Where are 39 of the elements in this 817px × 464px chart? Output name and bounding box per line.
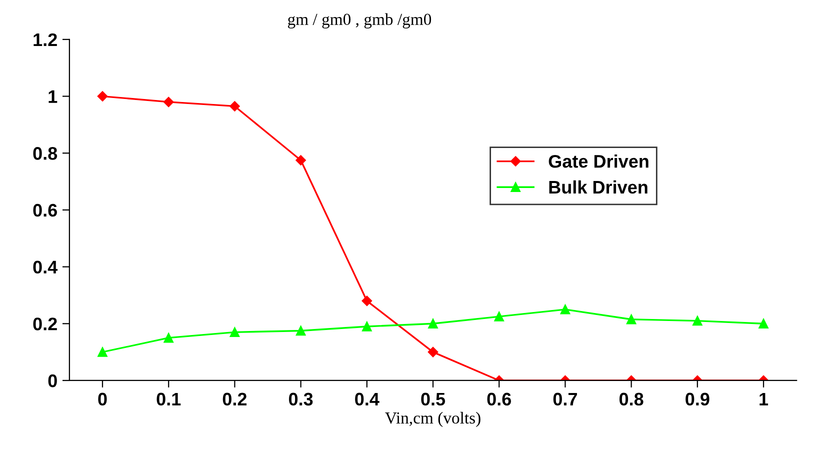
- x-tick-label: 0: [98, 392, 107, 406]
- point: [428, 346, 438, 358]
- y-tick-label: 0.4: [33, 260, 58, 274]
- point: [494, 312, 504, 322]
- y-tick-label: 0.8: [33, 147, 58, 160]
- point: [296, 326, 306, 336]
- chart-title: gm / gm0 , gmb /gm0: [288, 13, 432, 28]
- x-tick-label: 0.6: [487, 392, 512, 406]
- point: [296, 155, 306, 166]
- point: [97, 91, 108, 102]
- point: [230, 327, 240, 338]
- x-tick-label: 0.3: [288, 392, 313, 406]
- x-tick-label: 0.1: [156, 392, 181, 406]
- x-tick-label: 0.7: [553, 392, 577, 406]
- point: [560, 304, 570, 314]
- x-tick-label: 0.9: [686, 392, 710, 406]
- point: [164, 332, 174, 343]
- y-tick-label: 1: [48, 90, 58, 103]
- x-tick-label: 0.2: [222, 392, 247, 406]
- point: [362, 322, 372, 332]
- point: [163, 96, 174, 108]
- legend-label: Bulk Driven: [549, 180, 648, 194]
- x-axis-title: Vin,cm (volts): [385, 412, 480, 428]
- point: [758, 318, 768, 328]
- x-tick-label: 0.4: [355, 392, 380, 406]
- point: [98, 347, 108, 357]
- y-tick-label: 0: [48, 374, 57, 388]
- legend-label: Gate Driven: [548, 154, 648, 168]
- point: [428, 318, 438, 328]
- point: [230, 101, 240, 112]
- y-tick-label: 0.6: [33, 204, 57, 217]
- y-tick-label: 0.2: [33, 318, 57, 330]
- y-tick-label: 1.2: [34, 33, 57, 46]
- x-tick-label: 0.8: [619, 392, 644, 406]
- point: [362, 296, 372, 306]
- point: [692, 316, 702, 326]
- x-tick-label: 0.5: [421, 392, 446, 406]
- x-tick-label: 1: [760, 392, 768, 406]
- point: [626, 314, 636, 324]
